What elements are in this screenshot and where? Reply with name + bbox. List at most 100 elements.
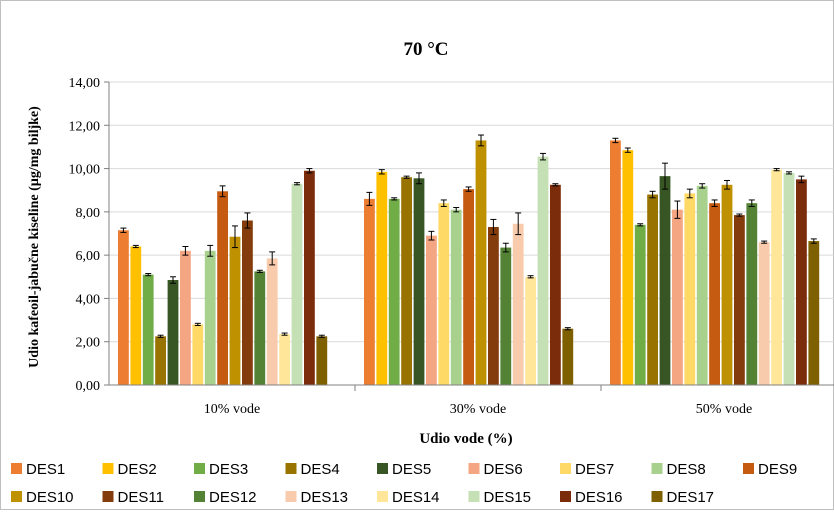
legend-swatch bbox=[194, 491, 205, 502]
legend-label: DES8 bbox=[667, 461, 706, 478]
bar-des11 bbox=[242, 221, 253, 385]
y-tick-label: 12,00 bbox=[69, 119, 101, 134]
legend-label: DES2 bbox=[118, 461, 157, 478]
legend-swatch bbox=[469, 463, 480, 474]
bar-des13 bbox=[267, 258, 278, 385]
legend-swatch bbox=[377, 491, 388, 502]
bar-des17 bbox=[562, 329, 573, 385]
bar-des9 bbox=[463, 189, 474, 385]
legend-label: DES9 bbox=[758, 461, 797, 478]
legend-swatch bbox=[286, 491, 297, 502]
legend: DES1 DES2 DES3 DES4 DES5 DES6 DES7 DES8 DES9 DES1… bbox=[11, 461, 797, 506]
bar-des12 bbox=[746, 203, 757, 385]
y-tick-label: 0,00 bbox=[76, 379, 101, 394]
bar-des17 bbox=[808, 241, 819, 385]
x-axis-label: Udio vode (%) bbox=[419, 431, 512, 447]
bar-des4 bbox=[647, 195, 658, 385]
bar-des14 bbox=[525, 277, 536, 385]
bar-des5 bbox=[660, 176, 671, 385]
bar-des4 bbox=[155, 336, 166, 385]
legend-item-des9: DES9 bbox=[743, 461, 797, 478]
bar-des10 bbox=[476, 140, 487, 385]
y-tick-label: 6,00 bbox=[76, 249, 101, 264]
bar-des6 bbox=[672, 210, 683, 385]
bar-des17 bbox=[316, 336, 327, 385]
bar-des1 bbox=[610, 140, 621, 385]
y-tick-label: 8,00 bbox=[76, 206, 101, 221]
legend-label: DES11 bbox=[118, 489, 164, 506]
bar-des7 bbox=[438, 203, 449, 385]
legend-label: DES10 bbox=[26, 489, 74, 506]
bar-des1 bbox=[118, 230, 129, 385]
legend-item-des1: DES1 bbox=[11, 461, 65, 478]
legend-label: DES12 bbox=[209, 489, 257, 506]
legend-item-des6: DES6 bbox=[469, 461, 523, 478]
legend-swatch bbox=[194, 463, 205, 474]
legend-item-des4: DES4 bbox=[286, 461, 340, 478]
bar-des8 bbox=[451, 210, 462, 385]
bar-des11 bbox=[734, 215, 745, 385]
bar-des3 bbox=[389, 199, 400, 385]
legend-label: DES14 bbox=[392, 489, 440, 506]
legend-swatch bbox=[469, 491, 480, 502]
legend-label: DES5 bbox=[392, 461, 431, 478]
bar-des12 bbox=[500, 248, 511, 385]
legend-item-des2: DES2 bbox=[103, 461, 157, 478]
legend-swatch bbox=[377, 463, 388, 474]
bar-des13 bbox=[513, 224, 524, 385]
legend-swatch bbox=[11, 463, 22, 474]
legend-swatch bbox=[652, 463, 663, 474]
bar-des5 bbox=[168, 280, 179, 385]
bar-des2 bbox=[130, 246, 141, 385]
legend-label: DES16 bbox=[575, 489, 623, 506]
bar-des8 bbox=[205, 251, 216, 385]
legend-item-des8: DES8 bbox=[652, 461, 706, 478]
legend-label: DES15 bbox=[484, 489, 532, 506]
bars-layer bbox=[118, 135, 819, 385]
legend-item-des3: DES3 bbox=[194, 461, 248, 478]
bar-des1 bbox=[364, 199, 375, 385]
bar-des2 bbox=[376, 172, 387, 385]
legend-label: DES1 bbox=[26, 461, 65, 478]
y-tick-label: 4,00 bbox=[76, 292, 101, 307]
bar-des14 bbox=[279, 334, 290, 385]
bar-des3 bbox=[143, 275, 154, 385]
bar-des4 bbox=[401, 177, 412, 385]
bar-des5 bbox=[414, 178, 425, 385]
legend-item-des11: DES11 bbox=[103, 489, 164, 506]
bar-des15 bbox=[538, 157, 549, 385]
bar-des7 bbox=[192, 324, 203, 385]
legend-label: DES7 bbox=[575, 461, 614, 478]
legend-item-des13: DES13 bbox=[286, 489, 349, 506]
bar-des16 bbox=[550, 185, 561, 385]
y-tick-label: 10,00 bbox=[69, 163, 101, 178]
bar-des8 bbox=[697, 186, 708, 385]
legend-label: DES4 bbox=[301, 461, 340, 478]
legend-item-des15: DES15 bbox=[469, 489, 532, 506]
bar-des10 bbox=[722, 185, 733, 385]
chart-title: 70 °C bbox=[403, 39, 448, 60]
legend-swatch bbox=[652, 491, 663, 502]
bar-des12 bbox=[254, 271, 265, 385]
legend-swatch bbox=[103, 491, 114, 502]
bar-des15 bbox=[784, 173, 795, 385]
legend-label: DES13 bbox=[301, 489, 349, 506]
legend-swatch bbox=[103, 463, 114, 474]
legend-label: DES17 bbox=[667, 489, 715, 506]
y-tick-label: 14,00 bbox=[69, 76, 101, 91]
legend-item-des7: DES7 bbox=[560, 461, 614, 478]
bar-des14 bbox=[771, 170, 782, 385]
x-tick-label: 30% vode bbox=[450, 402, 506, 417]
bar-des10 bbox=[230, 237, 241, 385]
legend-item-des12: DES12 bbox=[194, 489, 257, 506]
bar-des11 bbox=[488, 227, 499, 385]
legend-item-des16: DES16 bbox=[560, 489, 623, 506]
bar-des7 bbox=[684, 193, 695, 385]
bar-des3 bbox=[635, 225, 646, 385]
legend-swatch bbox=[560, 463, 571, 474]
legend-label: DES6 bbox=[484, 461, 523, 478]
bar-des2 bbox=[622, 150, 633, 385]
legend-label: DES3 bbox=[209, 461, 248, 478]
